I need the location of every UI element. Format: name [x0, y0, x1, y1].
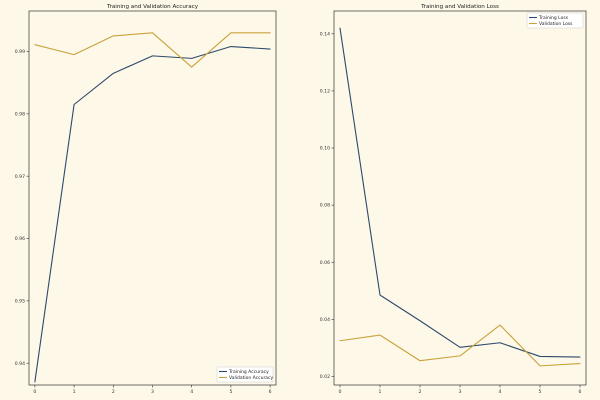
x-tick-label: 3 — [151, 389, 154, 395]
legend-label: Training Accuracy — [228, 369, 269, 375]
x-tick-label: 5 — [539, 389, 542, 395]
legend-label: Training Loss — [538, 15, 569, 21]
chart-1: Training and Validation Accuracy 0 1 2 3 4 5 6 0… — [15, 4, 277, 395]
y-tick-label: 0.08 — [320, 203, 330, 209]
y-tick-label: 0.97 — [15, 174, 25, 180]
legend-box — [216, 366, 274, 383]
plots-container: Training and Validation Accuracy 0 1 2 3 4 5 6 0… — [15, 4, 587, 395]
y-tick-label: 0.10 — [320, 146, 330, 152]
series-line-validation-loss — [339, 324, 581, 367]
y-tick-label: 0.94 — [15, 361, 25, 367]
y-tick-label: 0.95 — [15, 298, 25, 304]
y-tick-label: 0.96 — [15, 236, 25, 242]
y-tick-label: 0.12 — [320, 89, 330, 95]
x-tick-label: 6 — [579, 389, 582, 395]
x-tick-label: 6 — [269, 389, 272, 395]
x-tick-label: 2 — [419, 389, 422, 395]
y-tick-label: 0.14 — [320, 31, 330, 37]
chart-title: Training and Validation Accuracy — [106, 4, 199, 10]
x-tick-label: 1 — [379, 389, 382, 395]
x-tick-label: 4 — [190, 389, 193, 395]
chart-2: Training and Validation Loss 0 1 2 3 4 5 6 0.02 0… — [320, 4, 587, 395]
chart-title: Training and Validation Loss — [420, 4, 499, 10]
legend-label: Validation Accuracy — [229, 375, 274, 381]
x-tick-label: 4 — [499, 389, 502, 395]
x-tick-label: 0 — [33, 389, 36, 395]
x-tick-label: 3 — [459, 389, 462, 395]
y-tick-label: 0.98 — [15, 111, 25, 117]
y-tick-label: 0.04 — [320, 317, 330, 323]
x-tick-label: 2 — [112, 389, 115, 395]
x-tick-label: 1 — [73, 389, 76, 395]
series-line-training-accuracy — [34, 45, 271, 383]
x-tick-label: 0 — [339, 389, 342, 395]
legend-box — [526, 12, 584, 29]
y-tick-label: 0.99 — [15, 49, 25, 55]
plot-area — [29, 11, 276, 385]
series-line-validation-accuracy — [34, 32, 271, 68]
y-tick-label: 0.06 — [320, 260, 330, 266]
legend-label: Validation Loss — [539, 21, 573, 27]
series-line-training-loss — [339, 27, 581, 358]
y-tick-label: 0.02 — [320, 374, 330, 380]
plot-area — [334, 11, 586, 385]
x-tick-label: 5 — [229, 389, 232, 395]
